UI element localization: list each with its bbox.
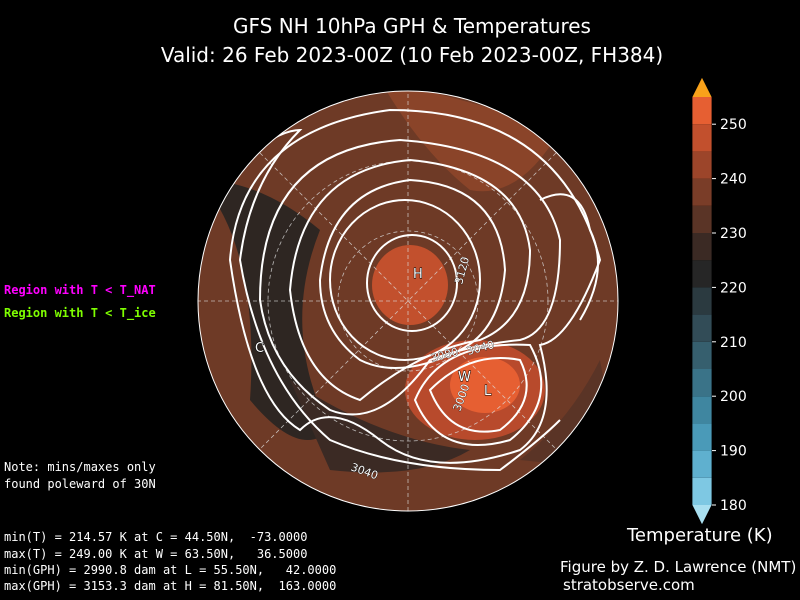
colorbar-tick-label: 220 <box>720 280 747 296</box>
note: Note: mins/maxes only <box>4 460 156 474</box>
colorbar: 180 190 200 210 220 230 240 250 <box>691 76 747 526</box>
colorbar-bin <box>692 178 712 206</box>
colorbar-bin <box>692 233 712 261</box>
colorbar-bin <box>692 97 712 125</box>
marker-w: W <box>458 370 471 385</box>
colorbar-tick-label: 190 <box>720 444 747 460</box>
colorbar-bin <box>692 205 712 233</box>
title: GFS NH 10hPa GPH & Temperatures <box>233 14 591 38</box>
colorbar-bin <box>692 260 712 288</box>
marker-h: H <box>413 267 423 282</box>
marker-l: L <box>484 384 492 399</box>
colorbar-tick-label: 210 <box>720 335 747 351</box>
colorbar-bin <box>692 151 712 179</box>
stat: min(GPH) = 2990.8 dam at L = 55.50N, 42.… <box>4 563 336 577</box>
legend-ice: Region with T < T_ice <box>4 306 156 321</box>
map <box>198 91 618 511</box>
stat: min(T) = 214.57 K at C = 44.50N, -73.000… <box>4 530 307 544</box>
credit: stratobserve.com <box>563 576 695 594</box>
colorbar-tick-label: 250 <box>720 117 747 133</box>
colorbar-tick-label: 240 <box>720 172 747 188</box>
marker-c: C <box>255 341 264 356</box>
note: found poleward of 30N <box>4 477 156 491</box>
colorbar-bin <box>692 396 712 424</box>
map-border <box>197 90 619 512</box>
colorbar-bin <box>692 124 712 152</box>
colorbar-bin <box>692 287 712 315</box>
colorbar-over <box>692 77 712 97</box>
legend-nat: Region with T < T_NAT <box>4 283 156 298</box>
colorbar-bin <box>692 314 712 342</box>
colorbar-under <box>692 505 712 525</box>
credit: Figure by Z. D. Lawrence (NMT) <box>560 558 796 576</box>
colorbar-bin <box>692 423 712 451</box>
subtitle: Valid: 26 Feb 2023-00Z (10 Feb 2023-00Z,… <box>161 43 663 67</box>
stat: max(GPH) = 3153.3 dam at H = 81.50N, 163… <box>4 579 336 593</box>
colorbar-bin <box>692 341 712 369</box>
colorbar-bin <box>692 450 712 478</box>
colorbar-tick-label: 230 <box>720 226 747 242</box>
colorbar-label: Temperature (K) <box>626 525 773 546</box>
colorbar-bin <box>692 477 712 505</box>
colorbar-bin <box>692 369 712 397</box>
stat: max(T) = 249.00 K at W = 63.50N, 36.5000 <box>4 547 307 561</box>
colorbar-tick-label: 200 <box>720 389 747 405</box>
colorbar-tick-label: 180 <box>720 498 747 514</box>
